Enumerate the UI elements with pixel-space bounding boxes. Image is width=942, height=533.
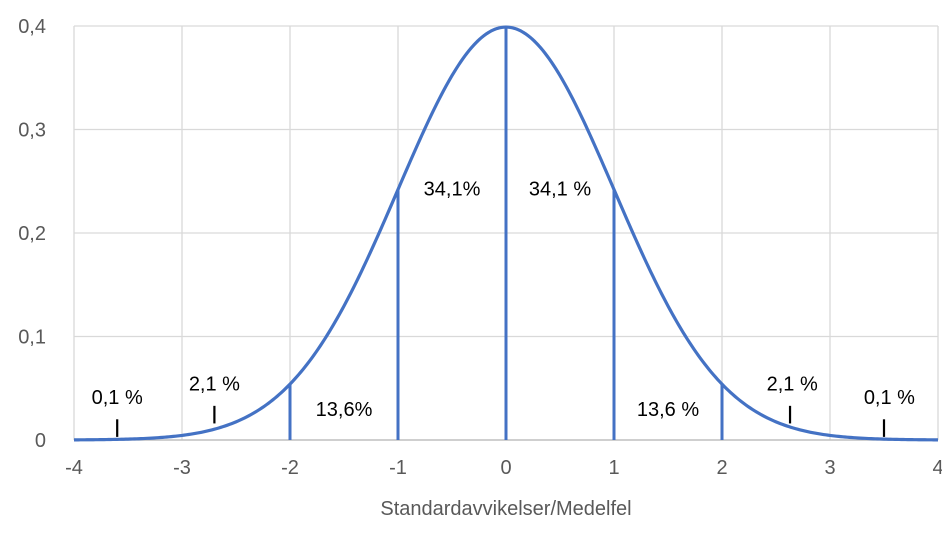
percentage-label: 0,1 %: [864, 387, 915, 409]
percentage-annotations: 0,1 % 2,1 % 13,6% 34,1% 34,1 % 13,6 % 2,1 % 0,1…: [92, 178, 916, 420]
percentage-label: 2,1 %: [189, 374, 240, 396]
normal-curve: [73, 25, 939, 442]
standard-deviation-lines: [288, 27, 724, 440]
x-tick-label: 0: [500, 457, 511, 479]
y-tick-label: 0,3: [18, 120, 46, 142]
percentage-label: 13,6%: [316, 399, 373, 421]
percentage-label: 13,6 %: [637, 399, 699, 421]
x-tick-label: 3: [824, 457, 835, 479]
tail-markers: [116, 405, 886, 437]
x-tick-label: -2: [281, 457, 299, 479]
x-axis-tick-labels: -4 -3 -2 -1 0 1 2 3 4: [65, 457, 942, 479]
y-tick-label: 0,2: [18, 223, 46, 245]
x-tick-label: 4: [932, 457, 942, 479]
percentage-label: 2,1 %: [767, 374, 818, 396]
x-axis-title: Standardavvikelser/Medelfel: [380, 498, 631, 520]
y-tick-label: 0,1: [18, 327, 46, 349]
x-tick-label: -4: [65, 457, 83, 479]
y-tick-label: 0,4: [18, 16, 46, 38]
density-curve: [73, 25, 939, 442]
percentage-label: 0,1 %: [92, 387, 143, 409]
percentage-label: 34,1%: [424, 178, 481, 200]
x-tick-label: -3: [173, 457, 191, 479]
x-tick-label: 2: [716, 457, 727, 479]
x-tick-label: 1: [608, 457, 619, 479]
y-tick-label: 0: [35, 430, 46, 452]
y-axis-tick-labels: 0 0,1 0,2 0,3 0,4: [18, 16, 46, 452]
x-tick-label: -1: [389, 457, 407, 479]
percentage-label: 34,1 %: [529, 178, 591, 200]
